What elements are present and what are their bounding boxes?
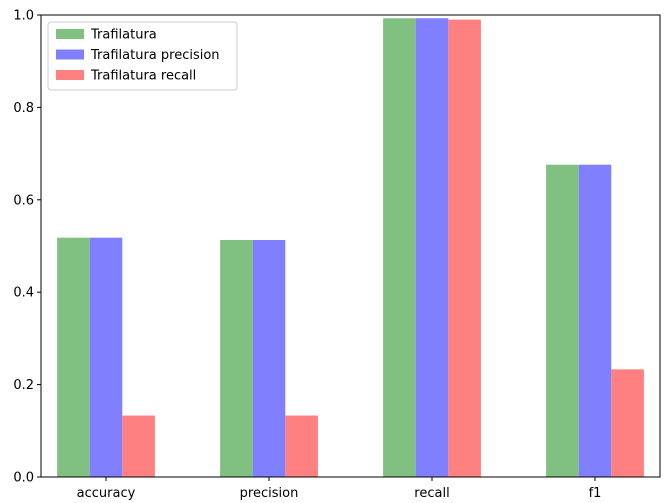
legend-swatch <box>56 70 84 80</box>
x-tick-label-f1: f1 <box>589 486 602 501</box>
legend-swatch <box>56 29 84 39</box>
y-tick-label: 0.6 <box>13 193 34 208</box>
legend-label: Trafilatura <box>90 28 157 43</box>
bar-accuracy-trafilatura-precision <box>89 237 123 477</box>
y-tick-label: 0.0 <box>13 471 34 486</box>
bar-precision-trafilatura-precision <box>252 239 286 477</box>
x-tick-label-precision: precision <box>240 486 299 501</box>
axes-layer: 0.0 0.2 0.4 0.6 0.8 1.0 accuracy precision recal… <box>13 9 661 501</box>
bar-precision-trafilatura-recall <box>285 415 318 477</box>
legend-label: Trafilatura recall <box>90 69 196 84</box>
x-tick-label-accuracy: accuracy <box>77 486 136 501</box>
bar-recall-trafilatura-precision <box>415 18 449 477</box>
legend-label: Trafilatura precision <box>90 48 220 63</box>
y-tick-label: 1.0 <box>13 9 34 24</box>
bar-accuracy-trafilatura-recall <box>122 415 155 477</box>
bar-accuracy-trafilatura <box>57 237 90 477</box>
y-tick-label: 0.2 <box>13 378 34 393</box>
y-tick-label: 0.8 <box>13 101 34 116</box>
bar-recall-trafilatura-recall <box>448 19 481 478</box>
plot-frame <box>40 14 661 478</box>
bar-f1-trafilatura <box>546 164 579 477</box>
x-tick-label-recall: recall <box>414 486 449 501</box>
bars-layer <box>57 18 644 478</box>
bar-recall-trafilatura <box>383 18 416 477</box>
legend-swatch <box>56 49 84 60</box>
bar-f1-trafilatura-precision <box>578 164 612 477</box>
legend: Trafilatura Trafilatura precision Trafilat… <box>47 21 238 91</box>
bar-f1-trafilatura-recall <box>611 369 644 477</box>
y-tick-label: 0.4 <box>13 286 34 301</box>
legend-box <box>47 21 238 91</box>
bar-precision-trafilatura <box>220 239 253 477</box>
